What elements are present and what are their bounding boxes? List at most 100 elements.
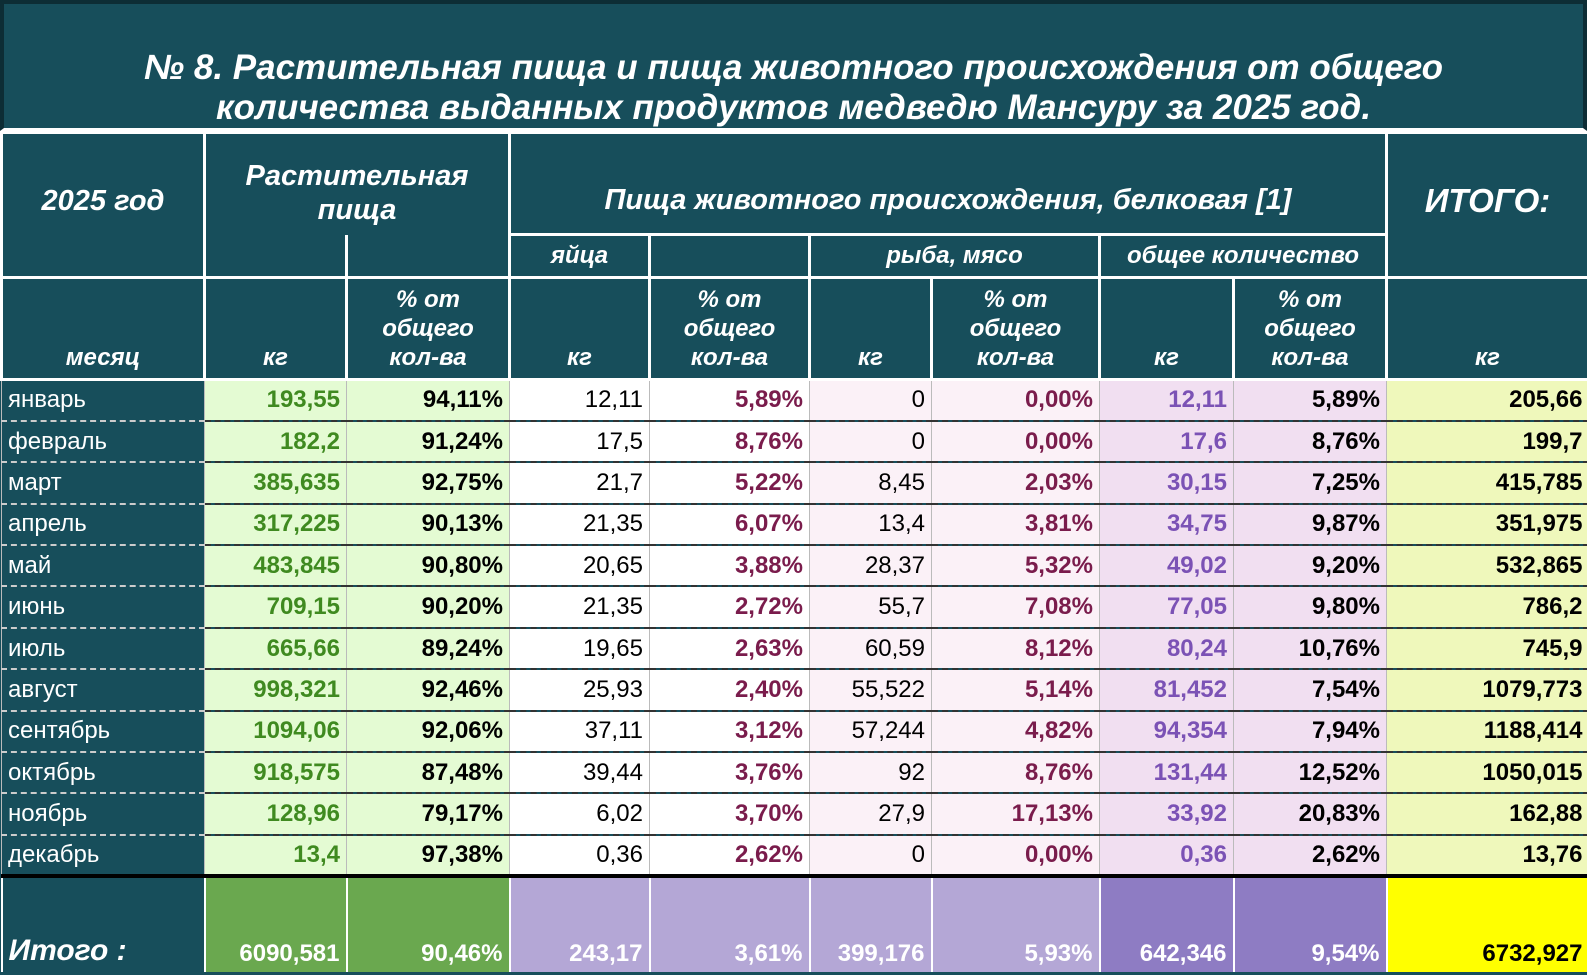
value-cell: 665,66	[204, 627, 347, 671]
value-cell: 0,00%	[931, 379, 1100, 422]
table-title: № 8. Растительная пища и пища животного …	[0, 0, 1587, 131]
value-cell: 60,59	[809, 627, 932, 671]
value-cell: 30,15	[1099, 462, 1234, 505]
header-row: яйца рыба, мясо общее количество	[2, 233, 1587, 279]
table-row: июнь 709,15 90,20% 21,35 2,72% 55,7 7,08% 77,05…	[1, 586, 1587, 629]
value-cell: 89,24%	[346, 627, 510, 671]
value-cell: 2,03%	[931, 462, 1100, 505]
value-cell: 7,94%	[1233, 710, 1387, 754]
unit-header: кг	[1098, 276, 1235, 381]
value-cell: 483,845	[204, 545, 347, 588]
unit-header: % от общего кол-ва	[648, 276, 811, 381]
unit-header: кг	[508, 276, 651, 381]
value-cell: 131,44	[1099, 752, 1234, 795]
value-cell: 918,575	[204, 752, 347, 795]
header-cell: ИТОГО:	[1385, 131, 1587, 279]
header-cell: общее количество	[1098, 233, 1388, 279]
value-cell: 28,37	[809, 545, 932, 588]
value-cell: 13,4	[809, 503, 932, 547]
table-row: июль 665,66 89,24% 19,65 2,63% 60,59 8,12% 80,2…	[1, 627, 1587, 671]
value-cell: 1188,414	[1386, 710, 1587, 754]
value-cell: 5,14%	[931, 669, 1100, 712]
header-cell: рыба, мясо	[808, 233, 1101, 279]
value-cell: 0	[809, 420, 932, 464]
value-cell: 8,45	[809, 462, 932, 505]
month-cell: апрель	[1, 503, 205, 547]
value-cell: 162,88	[1386, 793, 1587, 836]
value-cell: 92	[809, 752, 932, 795]
value-cell: 2,40%	[649, 669, 810, 712]
value-cell: 2,63%	[649, 627, 810, 671]
value-cell: 532,865	[1386, 545, 1587, 588]
month-cell: май	[1, 545, 205, 588]
header-cell: Пища животного происхождения, белковая […	[508, 131, 1388, 236]
unit-header: % от общего кол-ва	[1232, 276, 1388, 381]
value-cell: 2,62%	[1233, 834, 1387, 878]
header-cell	[648, 233, 811, 279]
total-cell: 642,346	[1098, 874, 1234, 973]
value-cell: 182,2	[204, 420, 347, 464]
value-cell: 92,75%	[346, 462, 510, 505]
header-row: месяц кг% от общего кол-ва кг% от общего к…	[0, 276, 1587, 381]
table-row: ноябрь 128,96 79,17% 6,02 3,70% 27,9 17,13% 33,…	[1, 793, 1587, 836]
value-cell: 351,975	[1386, 503, 1587, 547]
value-cell: 3,76%	[649, 752, 810, 795]
value-cell: 8,12%	[931, 627, 1100, 671]
total-cell: 9,54%	[1232, 874, 1387, 973]
value-cell: 97,38%	[346, 834, 510, 878]
total-row: Итого :6090,581 90,46% 243,17 3,61% 399,176 5…	[0, 874, 1587, 973]
data-table: 2025 год Растительная пища Пища животног…	[0, 131, 1587, 973]
value-cell: 27,9	[809, 793, 932, 836]
value-cell: 17,6	[1099, 420, 1234, 464]
month-cell: март	[1, 462, 205, 505]
value-cell: 49,02	[1099, 545, 1234, 588]
table-row: апрель 317,225 90,13% 21,35 6,07% 13,4 3,81% 34…	[1, 503, 1587, 547]
month-cell: июль	[1, 627, 205, 671]
month-cell: февраль	[1, 420, 205, 464]
value-cell: 8,76%	[649, 420, 810, 464]
month-cell: январь	[1, 379, 205, 422]
month-cell: август	[1, 669, 205, 712]
value-cell: 5,89%	[1233, 379, 1387, 422]
value-cell: 55,7	[809, 586, 932, 629]
value-cell: 94,11%	[346, 379, 510, 422]
value-cell: 12,11	[1099, 379, 1234, 422]
value-cell: 5,22%	[649, 462, 810, 505]
total-cell: 6732,927	[1385, 874, 1587, 973]
value-cell: 37,11	[509, 710, 650, 754]
value-cell: 55,522	[809, 669, 932, 712]
value-cell: 317,225	[204, 503, 347, 547]
value-cell: 1050,015	[1386, 752, 1587, 795]
value-cell: 57,244	[809, 710, 932, 754]
value-cell: 8,76%	[1233, 420, 1387, 464]
value-cell: 3,81%	[931, 503, 1100, 547]
unit-header: % от общего кол-ва	[345, 276, 511, 381]
value-cell: 6,07%	[649, 503, 810, 547]
total-cell: 399,176	[808, 874, 932, 973]
value-cell: 79,17%	[346, 793, 510, 836]
value-cell: 199,7	[1386, 420, 1587, 464]
value-cell: 2,72%	[649, 586, 810, 629]
value-cell: 92,06%	[346, 710, 510, 754]
value-cell: 8,76%	[931, 752, 1100, 795]
value-cell: 9,80%	[1233, 586, 1387, 629]
value-cell: 80,24	[1099, 627, 1234, 671]
value-cell: 5,32%	[931, 545, 1100, 588]
header-row: 2025 год Растительная пища Пища животног…	[0, 131, 1587, 279]
unit-header: кг	[1385, 276, 1587, 381]
total-cell: 5,93%	[930, 874, 1100, 973]
value-cell: 998,321	[204, 669, 347, 712]
value-cell: 745,9	[1386, 627, 1587, 671]
value-cell: 709,15	[204, 586, 347, 629]
value-cell: 9,20%	[1233, 545, 1387, 588]
value-cell: 33,92	[1099, 793, 1234, 836]
value-cell: 12,11	[509, 379, 650, 422]
value-cell: 20,65	[509, 545, 650, 588]
table-row: январь 193,55 94,11% 12,11 5,89% 0 0,00% 12,11 5…	[1, 379, 1587, 422]
unit-header: кг	[808, 276, 933, 381]
value-cell: 0	[809, 379, 932, 422]
value-cell: 87,48%	[346, 752, 510, 795]
table-row: февраль 182,2 91,24% 17,5 8,76% 0 0,00% 17,6 8,7…	[1, 420, 1587, 464]
value-cell: 5,89%	[649, 379, 810, 422]
value-cell: 21,35	[509, 586, 650, 629]
